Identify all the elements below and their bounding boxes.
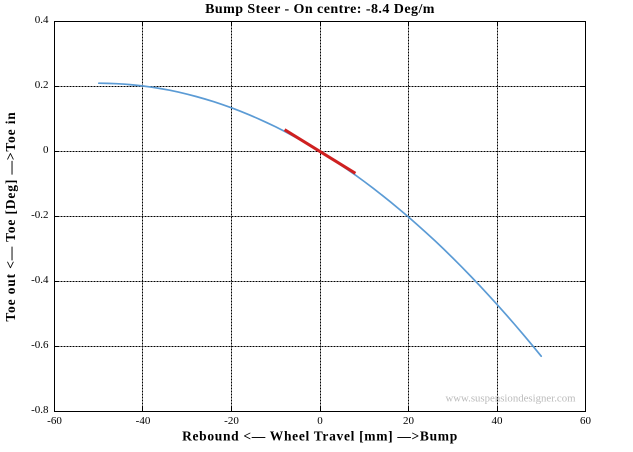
svg-text:60: 60 [580,415,592,427]
svg-text:Rebound <— Wheel Travel [mm] —: Rebound <— Wheel Travel [mm] —>Bump [182,429,458,444]
svg-text:Bump Steer - On centre: -8.4 D: Bump Steer - On centre: -8.4 Deg/m [205,2,435,17]
svg-text:-60: -60 [47,415,62,427]
svg-text:0.4: 0.4 [35,14,49,26]
svg-text:-0.8: -0.8 [31,404,49,416]
svg-text:0.2: 0.2 [35,79,49,91]
svg-text:-0.4: -0.4 [31,274,49,286]
svg-text:Toe out <— Toe [Deg] —>Toe in: Toe out <— Toe [Deg] —>Toe in [3,111,18,321]
svg-text:-0.2: -0.2 [31,209,48,221]
svg-text:-20: -20 [224,415,239,427]
svg-text:40: 40 [492,415,504,427]
svg-text:-40: -40 [136,415,151,427]
svg-text:0: 0 [43,144,49,156]
svg-text:www.suspensiondesigner.com: www.suspensiondesigner.com [445,393,576,405]
svg-text:20: 20 [403,415,415,427]
svg-text:0: 0 [317,415,323,427]
svg-text:-0.6: -0.6 [31,339,49,351]
